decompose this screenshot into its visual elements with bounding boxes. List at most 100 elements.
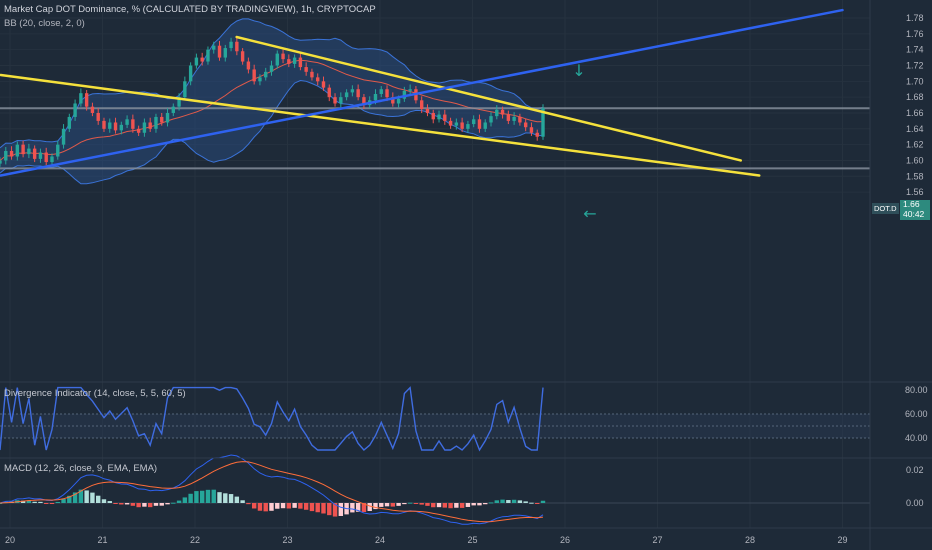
macd-histogram-bar bbox=[223, 493, 228, 503]
candle-body bbox=[304, 67, 308, 72]
candle-body bbox=[333, 97, 337, 104]
price-tick-label: 1.78 bbox=[906, 13, 924, 23]
trendline-yellow bbox=[0, 73, 761, 177]
price-tag: DOT.D 1.66 40:42 bbox=[872, 199, 930, 220]
macd-histogram-bar bbox=[49, 503, 55, 504]
candle-body bbox=[477, 119, 482, 129]
macd-histogram-bar bbox=[465, 503, 471, 507]
macd-histogram-bar bbox=[107, 501, 112, 503]
time-tick-label: 28 bbox=[745, 535, 755, 545]
macd-histogram-bar bbox=[130, 503, 136, 506]
candle-body bbox=[362, 97, 366, 106]
divergence-indicator-label[interactable]: Divergence Indicator (14, close, 5, 5, 6… bbox=[4, 388, 186, 399]
macd-histogram-bar bbox=[55, 501, 60, 503]
macd-histogram-bar bbox=[355, 503, 361, 512]
candle-body bbox=[90, 106, 95, 113]
price-tick-label: 1.70 bbox=[906, 76, 924, 86]
macd-histogram-bar bbox=[431, 503, 436, 508]
chart-title[interactable]: Market Cap DOT Dominance, % (CALCULATED … bbox=[4, 4, 376, 15]
candle-body bbox=[316, 77, 320, 82]
bar-countdown: 40:42 bbox=[903, 208, 925, 219]
candle-body bbox=[287, 59, 291, 64]
candle-body bbox=[298, 57, 303, 68]
candle-body bbox=[67, 116, 72, 129]
macd-histogram-bar bbox=[500, 499, 505, 503]
candle-body bbox=[419, 100, 424, 110]
candle-body bbox=[177, 97, 181, 107]
candle-body bbox=[495, 109, 499, 117]
macd-histogram-bar bbox=[459, 503, 465, 508]
candle-body bbox=[160, 116, 164, 123]
price-axis[interactable]: 1.78 1.76 1.74 1.72 1.70 1.68 1.66 1.64 1.62 1.60… bbox=[905, 13, 928, 508]
macd-histogram-bar bbox=[78, 489, 84, 503]
candle-body bbox=[223, 48, 227, 58]
candle-body bbox=[471, 119, 476, 125]
price-tick-label: 1.60 bbox=[906, 155, 924, 165]
macd-histogram-bar bbox=[292, 503, 297, 508]
candle-body bbox=[73, 103, 77, 117]
macd-histogram-bar bbox=[384, 503, 390, 507]
candle-body bbox=[373, 93, 378, 101]
candle-body bbox=[344, 92, 349, 98]
macd-histogram-bar bbox=[269, 503, 274, 511]
down-arrow-icon: ↓ bbox=[572, 61, 585, 80]
macd-histogram-bar bbox=[257, 503, 263, 511]
macd-histogram-bar bbox=[361, 503, 367, 512]
chart-header: Market Cap DOT Dominance, % (CALCULATED … bbox=[4, 4, 376, 15]
macd-histogram-bar bbox=[136, 503, 141, 508]
macd-histogram-bar bbox=[113, 503, 118, 504]
candle-body bbox=[292, 57, 297, 64]
candle-body bbox=[408, 89, 412, 91]
candle-body bbox=[125, 119, 129, 125]
macd-histogram-bar bbox=[454, 503, 459, 508]
candle-body bbox=[171, 106, 175, 113]
macd-histogram-bar bbox=[32, 501, 37, 503]
macd-histogram-bar bbox=[119, 503, 124, 505]
macd-histogram-bar bbox=[234, 496, 240, 503]
macd-histogram-bar bbox=[425, 503, 430, 506]
price-tick-label: 1.56 bbox=[906, 187, 924, 197]
macd-histogram-bar bbox=[436, 503, 442, 508]
time-axis[interactable]: 20 21 22 23 24 25 26 27 28 29 bbox=[5, 535, 848, 545]
candle-body bbox=[448, 120, 453, 126]
macd-histogram-bar bbox=[483, 503, 488, 505]
arrow-markers: ↓ ← bbox=[572, 61, 596, 223]
bb-lower bbox=[0, 79, 544, 185]
macd-histogram-bar bbox=[61, 498, 66, 503]
macd-histogram-bar bbox=[332, 503, 338, 517]
left-arrow-icon: ← bbox=[583, 204, 596, 223]
grid bbox=[0, 0, 870, 528]
macd-histogram-bar bbox=[26, 500, 32, 503]
time-tick-label: 27 bbox=[652, 535, 662, 545]
candle-body bbox=[529, 127, 534, 133]
macd-histogram-bar bbox=[188, 493, 193, 503]
time-tick-label: 25 bbox=[467, 535, 477, 545]
macd-histogram-bar bbox=[407, 502, 413, 504]
macd-histogram-bar bbox=[402, 503, 407, 505]
indicator-label[interactable]: BB (20, close, 2, 0) bbox=[4, 18, 85, 29]
macd-histogram-bar bbox=[20, 500, 26, 503]
candle-body bbox=[339, 97, 343, 104]
price-tick-label: 1.68 bbox=[906, 92, 924, 102]
candle-body bbox=[512, 116, 516, 121]
macd-histogram-bar bbox=[419, 503, 424, 505]
candle-body bbox=[483, 122, 487, 129]
macd-histogram-bar bbox=[72, 492, 78, 503]
macd-histogram-bar bbox=[153, 503, 159, 506]
price-tick-label: 1.58 bbox=[906, 171, 924, 181]
divergence-line bbox=[0, 386, 544, 452]
macd-histogram-bar bbox=[379, 503, 384, 507]
candle-body bbox=[200, 57, 204, 62]
trendline-blue bbox=[0, 8, 844, 177]
macd-histogram-bar bbox=[280, 503, 286, 509]
candle-body bbox=[148, 122, 152, 129]
macd-histogram-bar bbox=[488, 502, 494, 504]
trendlines[interactable] bbox=[0, 8, 844, 177]
macd-indicator-label[interactable]: MACD (12, 26, close, 9, EMA, EMA) bbox=[4, 463, 158, 474]
candles bbox=[0, 36, 545, 167]
candle-body bbox=[108, 122, 112, 129]
price-tick-label: 1.64 bbox=[906, 124, 924, 134]
symbol-label: DOT.D bbox=[872, 203, 899, 214]
candle-body bbox=[379, 89, 383, 94]
